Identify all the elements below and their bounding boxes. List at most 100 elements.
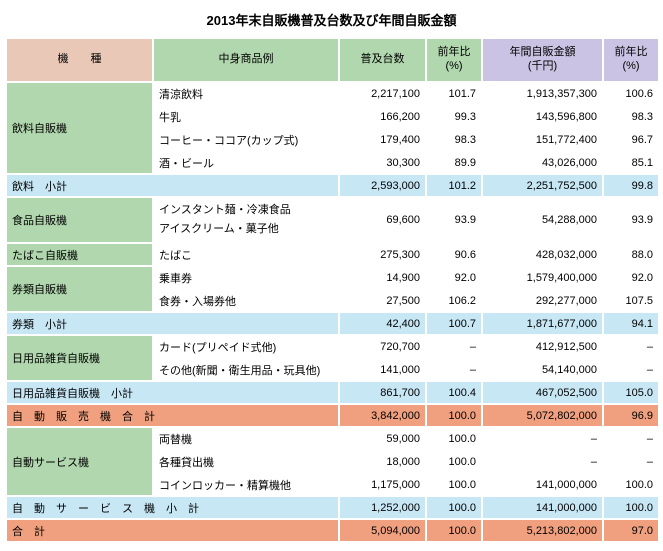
units-cell: 30,300 — [338, 150, 427, 175]
amount-cell: 428,032,000 — [481, 242, 604, 267]
amount-cell: 141,000,000 — [481, 472, 604, 497]
amount-cell: 2,251,752,500 — [481, 173, 604, 198]
product-cell: 乗車券 — [152, 265, 340, 290]
units-yoy-cell: 90.6 — [425, 242, 483, 267]
product-cell: コーヒー・ココア(カップ式) — [152, 127, 340, 152]
amount-yoy-cell: 96.7 — [602, 127, 660, 152]
units-cell: 141,000 — [338, 357, 427, 382]
detail-row: 酒・ビール 30,300 89.9 43,026,000 85.1 — [6, 150, 660, 175]
units-cell: 3,842,000 — [338, 403, 427, 428]
header-amount-label-2: (千円) — [527, 60, 558, 72]
units-yoy-cell: 101.7 — [425, 81, 483, 106]
subtotal-row: 自 動 サ ー ビ ス 機 小 計 1,252,000 100.0 141,000,0… — [5, 495, 660, 520]
product-cell: 食券・入場券他 — [152, 288, 340, 313]
amount-yoy-cell: – — [602, 449, 660, 474]
detail-row: 食品自販機 インスタント麺・冷凍食品 アイスクリーム・菓子他 69,600 93.9 54… — [5, 196, 660, 244]
detail-row: 牛乳 166,200 99.3 143,596,800 98.3 — [6, 104, 660, 129]
amount-cell: 54,140,000 — [481, 357, 604, 382]
units-yoy-cell: 98.3 — [425, 127, 483, 152]
total-label-cell: 自 動 販 売 機 合 計 — [5, 403, 340, 428]
units-cell: 69,600 — [338, 196, 427, 244]
detail-row: コインロッカー・精算機他 1,175,000 100.0 141,000,000 100… — [6, 472, 660, 497]
amount-yoy-cell: 88.0 — [602, 242, 660, 267]
units-yoy-cell: – — [425, 334, 483, 359]
amount-cell: 5,213,802,000 — [481, 518, 604, 543]
header-product-example-label: 中身商品例 — [218, 53, 274, 66]
units-cell: 14,900 — [338, 265, 427, 290]
amount-yoy-cell: 93.9 — [602, 196, 660, 244]
units-yoy-cell: 100.4 — [425, 380, 483, 405]
header-units: 普及台数 — [338, 37, 427, 83]
units-yoy-cell: 100.0 — [425, 403, 483, 428]
amount-yoy-cell: 96.9 — [602, 403, 660, 428]
subtotal-row: 飲料 小計 2,593,000 101.2 2,251,752,500 99.8 — [5, 173, 660, 198]
amount-yoy-cell: 94.1 — [602, 311, 660, 336]
page-title: 2013年末自販機普及台数及び年間自販金額 — [206, 13, 457, 28]
units-yoy-cell: 100.0 — [425, 472, 483, 497]
amount-yoy-cell: 100.0 — [602, 495, 660, 520]
total-row: 自 動 販 売 機 合 計 3,842,000 100.0 5,072,802,000… — [5, 403, 660, 428]
table-body: 飲料自販機 清涼飲料 2,217,100 101.7 1,913,357,300 100.… — [5, 81, 660, 543]
amount-yoy-cell: 85.1 — [602, 150, 660, 175]
units-cell: 2,593,000 — [338, 173, 427, 198]
units-yoy-cell: 100.0 — [425, 518, 483, 543]
header-amount-label-1: 年間自販金額 — [509, 46, 576, 59]
product-cell: インスタント麺・冷凍食品 アイスクリーム・菓子他 — [152, 196, 340, 244]
amount-yoy-cell: – — [602, 334, 660, 359]
detail-row: 食券・入場券他 27,500 106.2 292,277,000 107.5 — [6, 288, 660, 313]
units-cell: 18,000 — [338, 449, 427, 474]
units-cell: 861,700 — [338, 380, 427, 405]
amount-cell: 1,871,677,000 — [481, 311, 604, 336]
detail-row: 各種貸出機 18,000 100.0– – — [6, 449, 660, 474]
detail-row: 自動サービス機 両替機 59,000 100.0– – — [5, 426, 660, 497]
detail-row: 飲料自販機 清涼飲料 2,217,100 101.7 1,913,357,300 100.… — [5, 81, 660, 175]
units-yoy-cell: 93.9 — [425, 196, 483, 244]
header-amount-yoy: 前年比 (%) — [602, 37, 660, 83]
units-yoy-cell: 99.3 — [425, 104, 483, 129]
units-cell: 166,200 — [338, 104, 427, 129]
header-amount-yoy-label-1: 前年比 — [614, 46, 648, 59]
subtotal-row: 券類 小計 42,400 100.7 1,871,677,000 94.1 — [5, 311, 660, 336]
machine-type-cell: 自動サービス機 — [5, 426, 154, 497]
detail-row: たばこ自販機 たばこ 275,300 90.6 428,032,000 88.0 — [5, 242, 660, 267]
header-units-label: 普及台数 — [360, 53, 405, 66]
product-cell: 清涼飲料 — [152, 81, 340, 106]
units-yoy-cell: 89.9 — [425, 150, 483, 175]
machine-type-cell: 食品自販機 — [5, 196, 154, 244]
amount-cell: 143,596,800 — [481, 104, 604, 129]
total-label-cell: 合 計 — [5, 518, 340, 543]
subtotal-label-cell: 自 動 サ ー ビ ス 機 小 計 — [5, 495, 340, 520]
header-machine-type-label: 機 種 — [57, 53, 102, 66]
product-cell: コインロッカー・精算機他 — [152, 472, 340, 497]
machine-type-cell: 券類自販機 — [5, 265, 154, 313]
product-cell: 各種貸出機 — [152, 449, 340, 474]
total-row: 合 計 5,094,000 100.0 5,213,802,000 97.0 — [5, 518, 660, 543]
amount-cell: 5,072,802,000 — [481, 403, 604, 428]
header-amount-yoy-label-2: (%) — [622, 60, 640, 72]
amount-yoy-cell: 100.0 — [602, 472, 660, 497]
table-header: 機 種 中身商品例 普及台数 前年比 (%) 年間自販金額 (千円) 前年比 (… — [5, 37, 660, 83]
amount-cell: 467,052,500 — [481, 380, 604, 405]
amount-cell: 141,000,000 — [481, 495, 604, 520]
detail-row: コーヒー・ココア(カップ式) 179,400 98.3 151,772,400 96.7 — [6, 127, 660, 152]
amount-yoy-cell: 97.0 — [602, 518, 660, 543]
subtotal-label-cell: 券類 小計 — [5, 311, 340, 336]
product-cell: その他(新聞・衛生用品・玩具他) — [152, 357, 340, 382]
header-amount: 年間自販金額 (千円) — [481, 37, 604, 83]
product-cell: 牛乳 — [152, 104, 340, 129]
units-cell: 59,000 — [338, 426, 427, 451]
units-yoy-cell: 100.7 — [425, 311, 483, 336]
units-cell: 2,217,100 — [338, 81, 427, 106]
units-yoy-cell: 92.0 — [425, 265, 483, 290]
amount-yoy-cell: – — [602, 357, 660, 382]
amount-cell: 54,288,000 — [481, 196, 604, 244]
detail-row: 日用品雑貨自販機 カード(プリペイド式他) 720,700–412,912,500– — [5, 334, 660, 382]
units-yoy-cell: – — [425, 357, 483, 382]
amount-yoy-cell: 99.8 — [602, 173, 660, 198]
units-cell: 5,094,000 — [338, 518, 427, 543]
amount-cell: 292,277,000 — [481, 288, 604, 313]
subtotal-label-cell: 飲料 小計 — [5, 173, 340, 198]
units-yoy-cell: 100.0 — [425, 495, 483, 520]
amount-cell: 1,913,357,300 — [481, 81, 604, 106]
units-yoy-cell: 106.2 — [425, 288, 483, 313]
